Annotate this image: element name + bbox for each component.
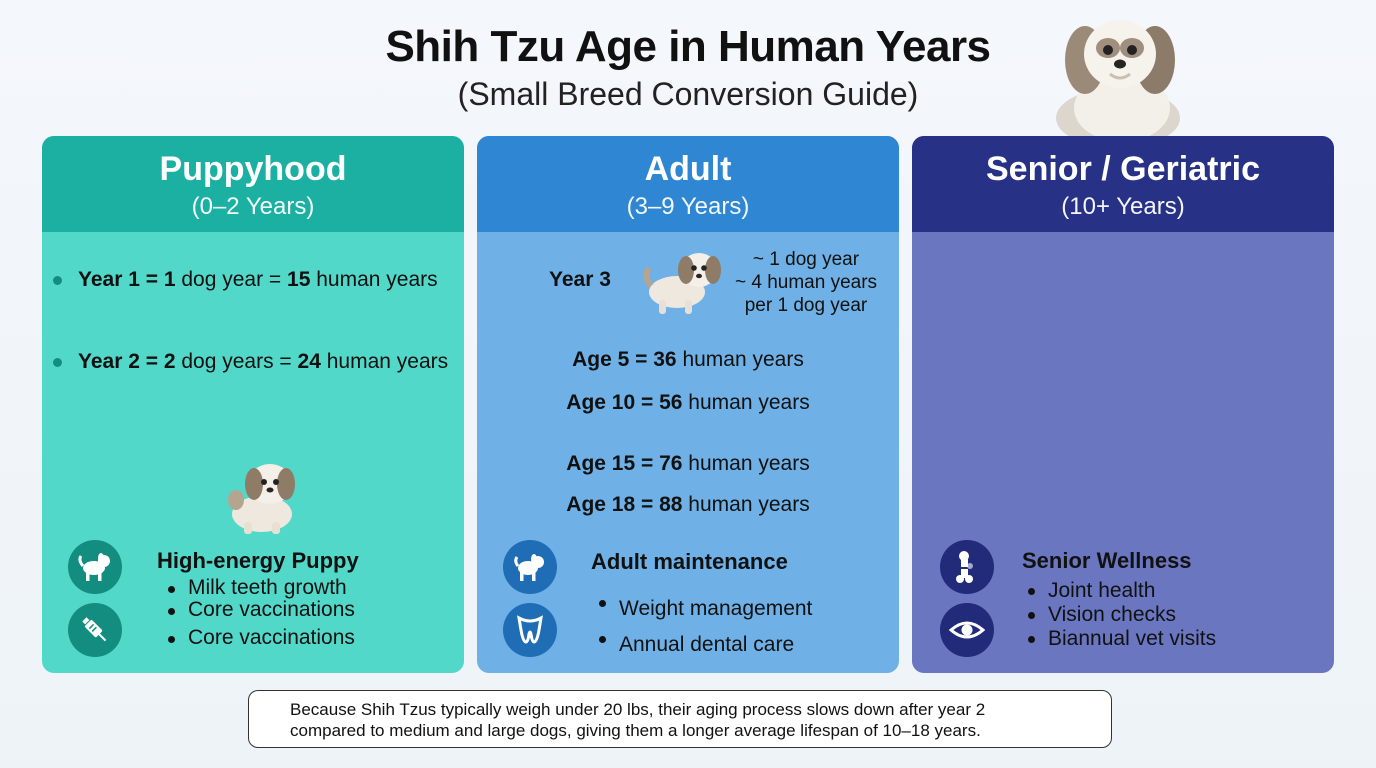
adult-section-title: Adult maintenance	[591, 549, 788, 574]
dog-icon	[503, 540, 557, 594]
age5-row: Age 5 = 36 human years	[477, 348, 899, 372]
senior-section-title: Senior Wellness	[1022, 548, 1192, 573]
year2-unit2: human years	[326, 350, 449, 373]
age-label: Age 15 = 76	[566, 452, 683, 475]
bullet-dot	[53, 276, 62, 285]
footer-note-line: Because Shih Tzus typically weigh under …	[290, 700, 986, 719]
age10-row: Age 10 = 56 human years	[477, 391, 899, 415]
puppyhood-range: (0–2 Years)	[191, 193, 315, 220]
year2-value: 24	[297, 350, 321, 373]
year3-note-line: per 1 dog year	[744, 295, 868, 316]
age18-row: Age 18 = 88 human years	[477, 493, 899, 517]
puppyhood-panel: Puppyhood (0–2 Years) Year 1 = 1 dog yea…	[42, 136, 464, 673]
year1-value: 15	[287, 268, 311, 291]
senior-bullet-list: Joint health Vision checks Biannual vet …	[1026, 579, 1216, 651]
year1-row: Year 1 = 1 dog year = 15 human years	[78, 268, 438, 292]
joint-bone-icon	[940, 540, 994, 594]
senior-header: Senior / Geriatric (10+ Years)	[912, 136, 1334, 232]
eye-icon	[940, 603, 994, 657]
list-item: Biannual vet visits	[1026, 627, 1216, 651]
list-item: Joint health	[1026, 579, 1216, 603]
list-item: Annual dental care	[597, 627, 812, 663]
tooth-icon	[503, 603, 557, 657]
senior-title: Senior / Geriatric	[986, 150, 1260, 188]
list-item: Vision checks	[1026, 603, 1216, 627]
adult-range: (3–9 Years)	[626, 193, 750, 220]
year3-note: ~ 1 dog year ~ 4 human years per 1 dog y…	[727, 248, 885, 317]
footer-note: Because Shih Tzus typically weigh under …	[248, 690, 1112, 748]
adult-bullet-list: Weight management Annual dental care	[597, 591, 812, 663]
puppy-icon	[68, 540, 122, 594]
page-subtitle: (Small Breed Conversion Guide)	[457, 76, 919, 112]
footer-note-line: compared to medium and large dogs, givin…	[290, 721, 981, 740]
page-title: Shih Tzu Age in Human Years	[385, 22, 991, 71]
year2-row: Year 2 = 2 dog years = 24 human years	[78, 350, 448, 374]
adult-header: Adult (3–9 Years)	[477, 136, 899, 232]
list-item: Core vaccinations	[166, 627, 355, 649]
puppyhood-header: Puppyhood (0–2 Years)	[42, 136, 464, 232]
age15-row: Age 15 = 76 human years	[477, 452, 899, 476]
year3-note-line: ~ 4 human years	[734, 272, 878, 293]
adult-panel: Adult (3–9 Years) Year 3 ~ 1 dog year ~ …	[477, 136, 899, 673]
age-unit: human years	[688, 493, 810, 516]
year1-unit: dog year =	[181, 268, 282, 291]
senior-panel: Senior / Geriatric (10+ Years) Senior We…	[912, 136, 1334, 673]
puppy-bullet-list: Milk teeth growth Core vaccinations Core…	[166, 577, 355, 649]
list-item: Weight management	[597, 591, 812, 627]
age-label: Age 10 = 56	[566, 391, 683, 414]
adult-dog-illustration-icon	[643, 253, 721, 314]
age-unit: human years	[688, 452, 810, 475]
puppyhood-title: Puppyhood	[159, 150, 347, 188]
bullet-dot	[53, 358, 62, 367]
adult-title: Adult	[644, 150, 732, 188]
list-item: Core vaccinations	[166, 599, 355, 621]
age-label: Age 18 = 88	[566, 493, 683, 516]
year1-unit2: human years	[316, 268, 438, 291]
syringe-icon	[68, 603, 122, 657]
age-unit: human years	[682, 348, 804, 371]
year3-label: Year 3	[549, 268, 611, 292]
age-label: Age 5 = 36	[572, 348, 677, 371]
senior-range: (10+ Years)	[1061, 193, 1185, 220]
age-unit: human years	[688, 391, 810, 414]
year2-unit: dog years =	[181, 350, 292, 373]
list-item: Milk teeth growth	[166, 577, 355, 599]
year2-label: Year 2 = 2	[78, 350, 176, 373]
year3-text: Year 3	[549, 268, 611, 291]
puppy-section-title: High-energy Puppy	[157, 548, 359, 573]
puppy-illustration-icon	[228, 464, 295, 534]
year1-label: Year 1 = 1	[78, 268, 176, 291]
year3-note-line: ~ 1 dog year	[752, 249, 860, 270]
shih-tzu-dog-icon	[1056, 20, 1180, 138]
